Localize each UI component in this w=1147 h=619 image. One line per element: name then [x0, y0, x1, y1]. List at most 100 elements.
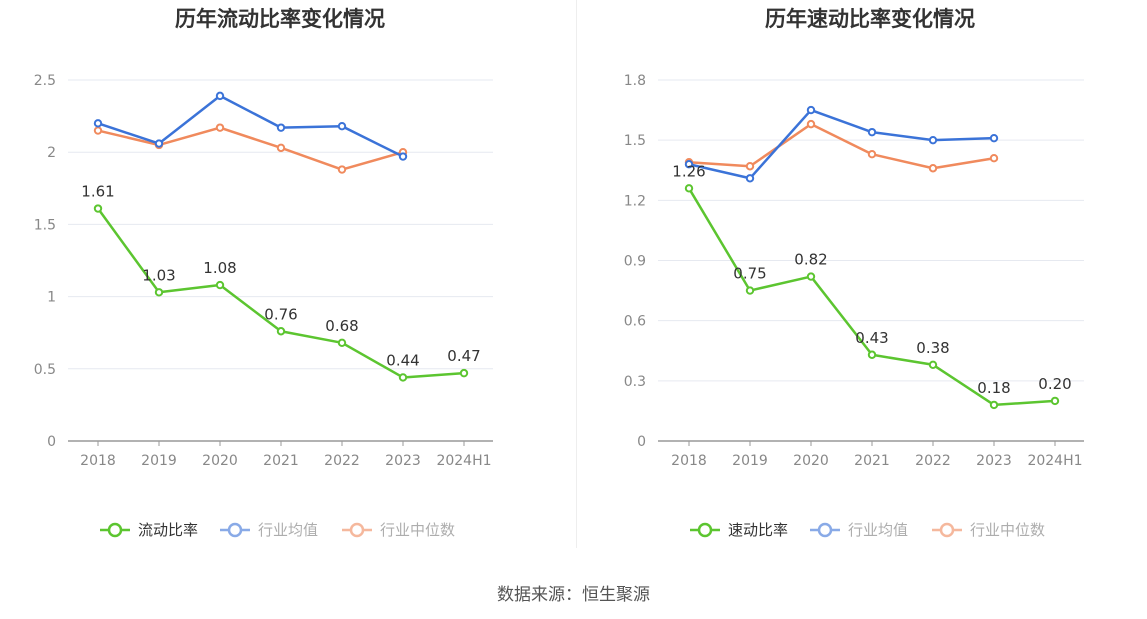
legend-label: 流动比率: [138, 521, 198, 539]
legend-marker: [349, 522, 365, 538]
data-point: [93, 119, 103, 128]
legend-item: 行业均值: [810, 521, 908, 539]
data-label: 1.03: [142, 266, 175, 284]
data-point: [806, 272, 816, 281]
data-label: 1.61: [81, 183, 114, 201]
legend-marker: [939, 522, 955, 538]
data-point: [928, 164, 938, 173]
data-label: 0.82: [794, 251, 827, 269]
y-tick-label: 0.5: [34, 362, 56, 378]
data-point: [989, 400, 999, 410]
x-tick-label: 2018: [671, 453, 707, 469]
y-tick-label: 0: [637, 434, 646, 450]
legend: 速动比率 行业均值 行业中位数: [690, 521, 1045, 539]
x-tick-label: 2021: [854, 453, 890, 469]
series-行业均值: [684, 105, 999, 183]
series-line: [97, 94, 404, 158]
x-tick-label: 2021: [263, 453, 299, 469]
data-label: 0.43: [855, 329, 888, 347]
series-line: [688, 122, 995, 170]
data-label: 1.08: [203, 259, 236, 277]
legend-item: 行业中位数: [932, 521, 1045, 539]
data-point: [745, 174, 755, 183]
data-point: [928, 360, 938, 369]
legend-marker: [227, 522, 243, 538]
data-point: [684, 184, 694, 193]
data-point: [215, 123, 225, 132]
legend-marker: [107, 522, 123, 538]
y-tick-label: 1.8: [624, 73, 646, 89]
data-point: [215, 91, 225, 101]
x-tick-label: 2022: [915, 453, 951, 469]
y-tick-label: 1.2: [624, 193, 646, 209]
x-tick-label: 2023: [976, 453, 1012, 469]
data-point: [745, 286, 755, 295]
data-label: 0.68: [325, 317, 358, 335]
y-tick-label: 1.5: [34, 217, 56, 233]
data-point: [93, 126, 103, 135]
data-point: [1050, 396, 1060, 406]
y-tick-label: 0: [47, 434, 56, 450]
data-point: [276, 143, 286, 153]
data-point: [684, 160, 694, 169]
data-point: [276, 327, 286, 336]
series-line: [688, 108, 995, 180]
legend-item: 行业中位数: [342, 521, 455, 539]
legend-label: 行业均值: [258, 521, 318, 539]
data-label: 1.26: [672, 162, 705, 180]
legend-label: 行业中位数: [380, 521, 455, 539]
data-source-label: 数据来源：恒生聚源: [497, 585, 650, 605]
series-line: [687, 187, 1056, 407]
legend-item: 行业均值: [220, 521, 318, 539]
y-tick-label: 2.5: [34, 73, 56, 89]
legend-label: 行业均值: [848, 521, 908, 539]
data-point: [154, 139, 164, 148]
legend-marker: [697, 522, 713, 538]
series-行业均值: [93, 91, 408, 161]
chart-2: 历年速动比率变化情况 0 0.3 0.6 0.9 1.2 1.5 1.8 2018 2019 202…: [624, 7, 1084, 539]
data-point: [337, 338, 347, 348]
data-point: [276, 123, 286, 132]
legend-item: 流动比率: [100, 521, 198, 539]
y-tick-label: 0.6: [624, 314, 646, 330]
data-label: 0.44: [386, 351, 419, 369]
data-point: [337, 122, 347, 131]
data-point: [398, 152, 408, 161]
data-point: [867, 150, 877, 159]
series-速动比率: 1.26 0.75 0.82 0.43 0.38 0.18 0.20: [672, 162, 1072, 410]
legend-label: 速动比率: [728, 521, 788, 539]
x-tick-label: 2019: [732, 453, 768, 469]
data-label: 0.47: [447, 347, 480, 365]
x-tick-label: 2024H1: [1027, 453, 1082, 469]
data-point: [989, 154, 999, 163]
panel-divider: [576, 0, 577, 548]
data-point: [989, 133, 999, 143]
series-line: [97, 126, 404, 171]
chart-1: 历年流动比率变化情况 0 0.5 1 1.5 2 2.5 2018 2019 2020 2021 20…: [34, 7, 493, 539]
data-point: [867, 350, 877, 359]
x-tick-label: 2020: [793, 453, 829, 469]
legend: 流动比率 行业均值 行业中位数: [100, 521, 455, 539]
legend-marker: [817, 522, 833, 538]
data-point: [337, 165, 347, 174]
x-tick-label: 2024H1: [436, 453, 491, 469]
series-流动比率: 1.61 1.03 1.08 0.76 0.68 0.44 0.47: [81, 183, 481, 382]
data-point: [745, 162, 755, 171]
y-tick-label: 0.3: [624, 374, 646, 390]
data-point: [459, 368, 469, 378]
series-行业中位数: [93, 123, 408, 174]
y-tick-label: 0.9: [624, 254, 646, 270]
y-tick-label: 2: [47, 145, 56, 161]
data-label: 0.76: [264, 305, 297, 323]
y-tick-label: 1: [47, 290, 56, 306]
data-point: [215, 280, 225, 290]
data-label: 0.20: [1038, 375, 1071, 393]
series-行业中位数: [684, 119, 999, 173]
x-tick-label: 2020: [202, 453, 238, 469]
data-point: [154, 288, 164, 297]
data-point: [398, 373, 408, 382]
y-tick-label: 1.5: [624, 133, 646, 149]
x-tick-label: 2023: [385, 453, 421, 469]
data-point: [806, 105, 816, 115]
